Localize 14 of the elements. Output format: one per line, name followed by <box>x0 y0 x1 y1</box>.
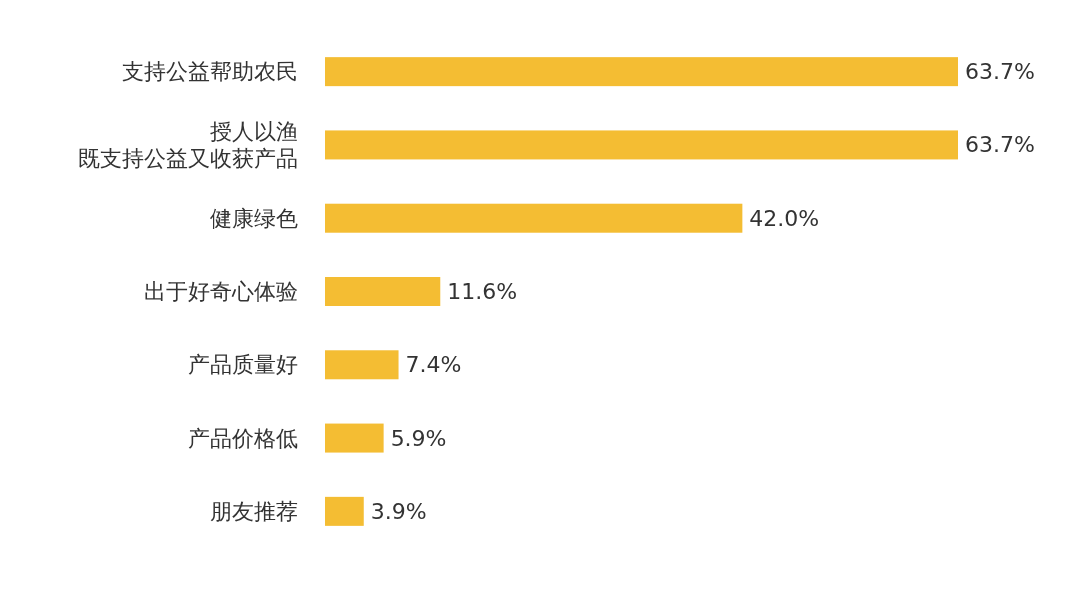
data-label: 3.9% <box>370 498 427 524</box>
y-tick-label: 支持公益帮助农民 <box>122 59 298 85</box>
y-tick-label: 产品价格低 <box>188 425 298 451</box>
y-tick-label: 授人以渔既支持公益又收获产品 <box>78 118 298 171</box>
data-label: 11.6% <box>447 279 518 304</box>
y-tick-label: 健康绿色 <box>210 205 298 231</box>
y-tick-label: 出于好奇心体验 <box>144 279 298 304</box>
data-label: 63.7% <box>965 132 1035 158</box>
data-label: 7.4% <box>405 352 462 378</box>
y-tick-label: 朋友推荐 <box>210 498 298 524</box>
data-label: 42.0% <box>749 205 820 231</box>
data-label: 63.7% <box>965 59 1035 85</box>
y-tick-label: 产品质量好 <box>188 352 298 378</box>
data-label: 5.9% <box>390 425 447 451</box>
